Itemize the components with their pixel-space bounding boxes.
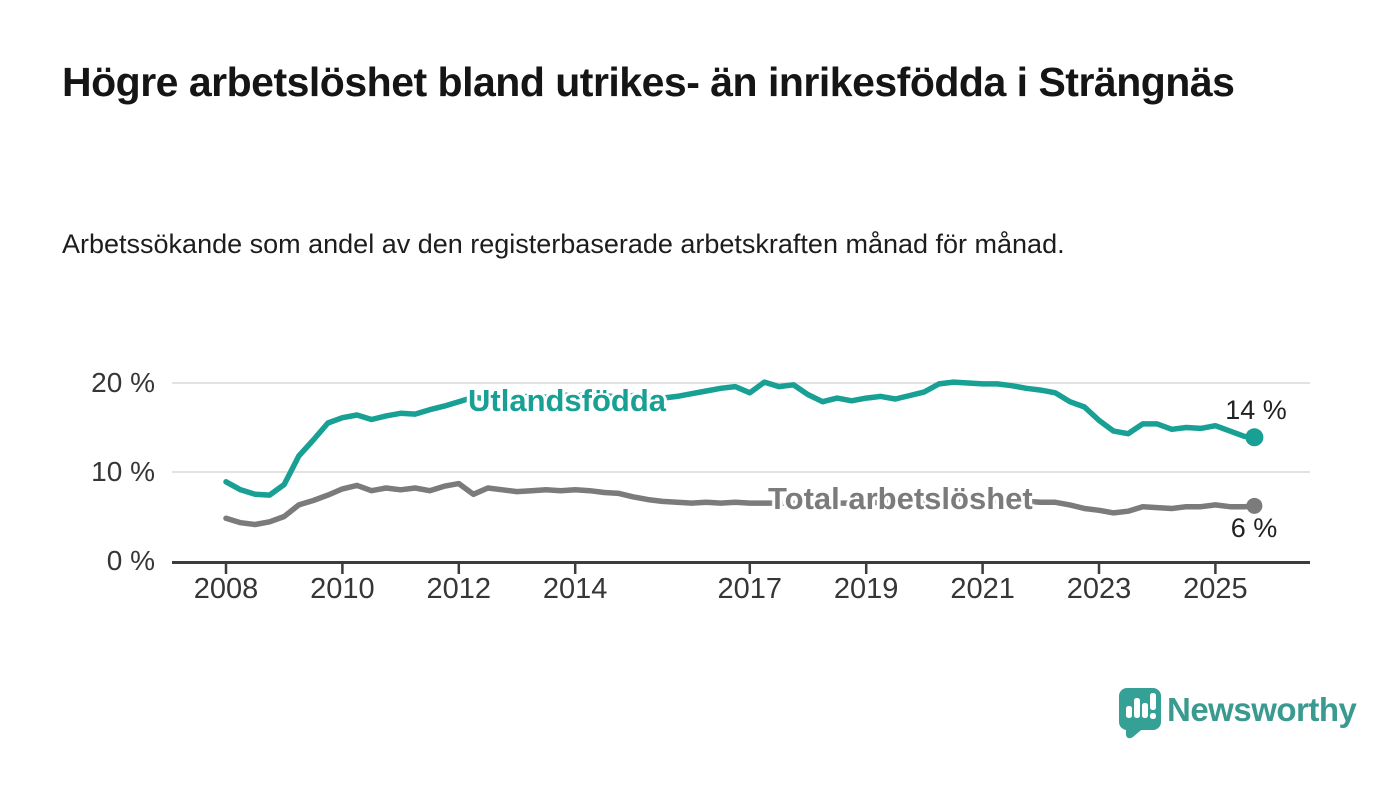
x-tick-label: 2017 bbox=[717, 573, 783, 605]
end-value-label-total: 6 % bbox=[1230, 513, 1278, 543]
x-tick-label: 2025 bbox=[1183, 573, 1248, 605]
page-title: Högre arbetslöshet bland utrikes- än inr… bbox=[62, 59, 1235, 105]
brand-name: Newsworthy bbox=[1167, 691, 1357, 728]
x-tick-label: 2019 bbox=[833, 573, 899, 605]
y-tick-label: 10 % bbox=[91, 456, 155, 487]
series-line-utlandsfodda bbox=[223, 379, 1258, 498]
series-label-utlandsfodda: Utlandsfödda bbox=[468, 383, 667, 418]
newsworthy-logo-icon bbox=[1119, 688, 1161, 739]
x-tick-label: 2008 bbox=[193, 573, 259, 605]
end-value-label-utlandsfodda: 14 % bbox=[1225, 395, 1287, 425]
y-tick-label: 20 % bbox=[91, 367, 155, 398]
series-end-dot-total bbox=[1246, 497, 1263, 514]
series-label-total-arbetsloshet: Total arbetslöshet bbox=[768, 481, 1033, 516]
x-tick-label: 2010 bbox=[310, 573, 375, 605]
x-tick-label: 2021 bbox=[950, 573, 1015, 605]
x-tick-label: 2014 bbox=[542, 573, 608, 605]
x-tick-label: 2023 bbox=[1066, 573, 1132, 605]
series-end-dot-utlandsfodda bbox=[1245, 428, 1264, 447]
y-tick-label: 0 % bbox=[106, 545, 155, 576]
chart-subtitle: Arbetssökande som andel av den registerb… bbox=[62, 229, 1065, 259]
x-tick-label: 2012 bbox=[426, 573, 492, 605]
series-line-total bbox=[223, 480, 1258, 528]
